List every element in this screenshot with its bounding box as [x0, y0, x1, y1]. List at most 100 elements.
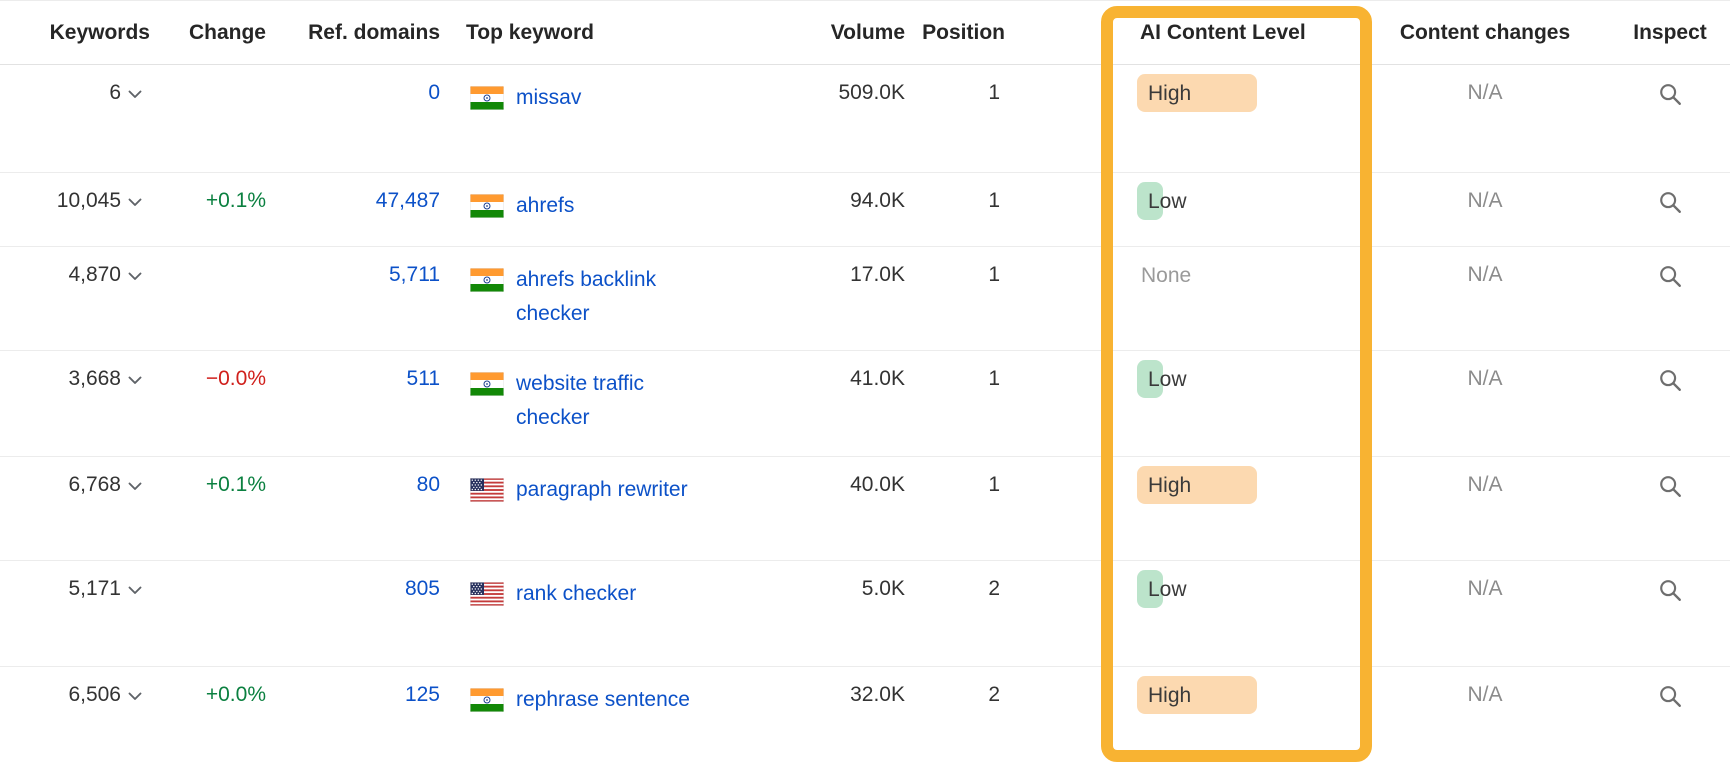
column-header-content-changes[interactable]: Content changes [1360, 0, 1610, 65]
column-header-volume[interactable]: Volume [740, 0, 905, 65]
table-body: 6 0 missav 509.0K 1 High N/A 10,045 +0.1% 47,487 a… [0, 64, 1730, 770]
change-value: −0.0% [205, 367, 266, 390]
volume-value: 40.0K [850, 473, 905, 496]
position-value: 1 [988, 81, 1000, 104]
content-changes-value: N/A [1467, 81, 1503, 104]
keywords-expander[interactable]: 6 [109, 81, 142, 105]
position-value: 2 [988, 577, 1000, 600]
column-header-keywords[interactable]: Keywords [0, 0, 150, 65]
top-keyword-link[interactable]: paragraph rewriter [516, 478, 688, 501]
change-value: +0.1% [205, 189, 266, 212]
inspect-button[interactable] [1657, 683, 1683, 709]
flag-icon-india [470, 194, 504, 218]
magnifier-icon [1660, 476, 1681, 497]
flag-icon-india [470, 372, 504, 396]
top-keyword-link[interactable]: website traffic checker [516, 372, 644, 429]
position-value: 1 [988, 263, 1000, 286]
inspect-button[interactable] [1657, 263, 1683, 289]
volume-value: 5.0K [861, 577, 905, 600]
ref-domains-link[interactable]: 47,487 [375, 189, 440, 212]
position-value: 1 [988, 473, 1000, 496]
column-header-inspect[interactable]: Inspect [1610, 0, 1730, 65]
ai-content-level-badge: Low [1137, 360, 1272, 398]
magnifier-icon [1660, 686, 1681, 707]
magnifier-icon [1660, 580, 1681, 601]
volume-value: 17.0K [850, 263, 905, 286]
column-header-ref-domains[interactable]: Ref. domains [270, 0, 440, 65]
ref-domains-link[interactable]: 125 [404, 683, 440, 706]
change-value: +0.0% [205, 683, 266, 706]
ai-content-level-badge: High [1137, 466, 1272, 504]
top-keyword-link[interactable]: rank checker [516, 582, 637, 605]
column-header-ai-content-level[interactable]: AI Content Level [1005, 0, 1360, 65]
ref-domains-link[interactable]: 805 [404, 577, 440, 600]
magnifier-icon [1660, 370, 1681, 391]
content-changes-value: N/A [1467, 683, 1503, 706]
table-row: 6,768 +0.1% 80 paragraph rewriter 40.0K 1 High… [0, 456, 1730, 561]
inspect-button[interactable] [1657, 367, 1683, 393]
table-header-row: Keywords Change Ref. domains Top keyword… [0, 0, 1730, 65]
ai-content-level-badge: None [1141, 264, 1192, 287]
content-changes-value: N/A [1467, 263, 1503, 286]
magnifier-icon [1660, 266, 1681, 287]
volume-value: 509.0K [838, 81, 905, 104]
flag-icon-us [470, 478, 504, 502]
inspect-button[interactable] [1657, 81, 1683, 107]
table-row: 6 0 missav 509.0K 1 High N/A [0, 64, 1730, 173]
flag-icon-india [470, 688, 504, 712]
chevron-down-icon [128, 198, 142, 206]
inspect-button[interactable] [1657, 189, 1683, 215]
magnifier-icon [1660, 84, 1681, 105]
keywords-count: 4,870 [68, 263, 121, 286]
flag-icon-india [470, 86, 504, 110]
keywords-count: 6 [109, 81, 121, 104]
inspect-button[interactable] [1657, 473, 1683, 499]
keywords-count: 3,668 [68, 367, 121, 390]
ai-content-level-badge: Low [1137, 570, 1272, 608]
table-row: 3,668 −0.0% 511 website traffic checker 41.0… [0, 350, 1730, 457]
top-keyword-link[interactable]: missav [516, 86, 582, 109]
chevron-down-icon [128, 90, 142, 98]
ref-domains-link[interactable]: 511 [406, 367, 440, 390]
column-header-top-keyword[interactable]: Top keyword [440, 0, 740, 65]
table-row: 10,045 +0.1% 47,487 ahrefs 94.0K 1 Low N/A [0, 172, 1730, 247]
ai-content-level-badge: Low [1137, 182, 1272, 220]
keywords-count: 6,768 [68, 473, 121, 496]
ref-domains-link[interactable]: 5,711 [389, 263, 440, 286]
top-keyword-link[interactable]: rephrase sentence [516, 688, 690, 711]
keywords-expander[interactable]: 10,045 [57, 189, 142, 213]
keywords-expander[interactable]: 6,768 [68, 473, 142, 497]
top-keyword-link[interactable]: ahrefs backlink checker [516, 268, 657, 325]
ai-content-level-badge: High [1137, 74, 1272, 112]
keywords-count: 5,171 [68, 577, 121, 600]
position-value: 1 [988, 189, 1000, 212]
magnifier-icon [1660, 192, 1681, 213]
ref-domains-link[interactable]: 80 [416, 473, 440, 496]
position-value: 2 [988, 683, 1000, 706]
chevron-down-icon [128, 272, 142, 280]
top-keyword-link[interactable]: ahrefs [516, 194, 575, 217]
table-row: 4,870 5,711 ahrefs backlink checker 17.0K 1 N… [0, 246, 1730, 351]
volume-value: 32.0K [850, 683, 905, 706]
chevron-down-icon [128, 482, 142, 490]
content-changes-value: N/A [1467, 367, 1503, 390]
chevron-down-icon [128, 376, 142, 384]
ai-content-level-badge: High [1137, 676, 1272, 714]
flag-icon-us [470, 582, 504, 606]
column-header-change[interactable]: Change [150, 0, 270, 65]
keywords-expander[interactable]: 6,506 [68, 683, 142, 707]
keywords-expander[interactable]: 3,668 [68, 367, 142, 391]
keywords-expander[interactable]: 5,171 [68, 577, 142, 601]
keywords-expander[interactable]: 4,870 [68, 263, 142, 287]
position-value: 1 [988, 367, 1000, 390]
inspect-button[interactable] [1657, 577, 1683, 603]
chevron-down-icon [128, 586, 142, 594]
keywords-count: 10,045 [56, 189, 121, 212]
table-row: 6,506 +0.0% 125 rephrase sentence 32.0K 2 High… [0, 667, 1730, 770]
column-header-position[interactable]: Position [905, 0, 1005, 65]
ref-domains-link[interactable]: 0 [428, 81, 440, 104]
content-changes-value: N/A [1467, 577, 1503, 600]
table-row: 5,171 805 rank checker 5.0K 2 Low N/A [0, 560, 1730, 667]
